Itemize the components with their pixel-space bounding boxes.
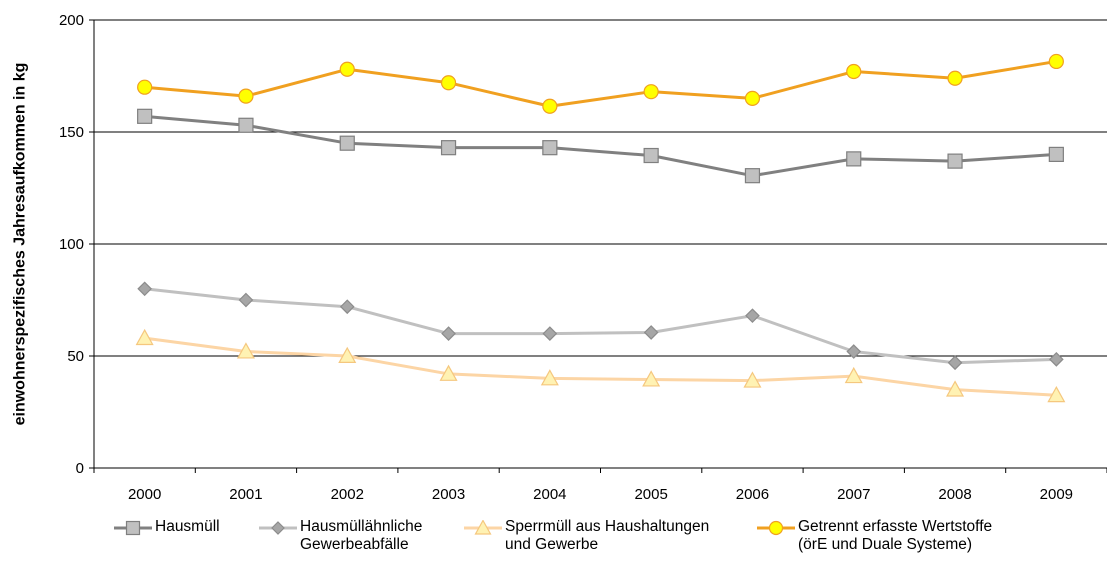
data-point xyxy=(339,299,355,315)
x-tick-label: 2001 xyxy=(229,486,262,503)
legend-label: Hausmüllähnliche Gewerbeabfälle xyxy=(300,518,423,553)
data-point xyxy=(1048,53,1064,70)
x-tick-label: 2006 xyxy=(736,486,769,503)
legend: Hausmüll Hausmüllähnliche Gewerbeabfälle S… xyxy=(0,518,1107,562)
series-4 xyxy=(137,53,1064,114)
series-2 xyxy=(137,281,1064,371)
x-tick-label: 2008 xyxy=(938,486,971,503)
series-line xyxy=(144,59,1057,108)
data-point xyxy=(846,63,862,80)
legend-marker xyxy=(768,520,784,536)
series-1 xyxy=(137,108,1064,184)
legend-item: Sperrmüll aus Haushaltungen und Gewerbe xyxy=(463,518,709,554)
legend-swatch xyxy=(114,520,152,536)
data-point xyxy=(643,325,659,340)
y-tick-label: 100 xyxy=(59,236,84,253)
x-tick-label: 2000 xyxy=(128,486,161,503)
y-tick-labels: 0 50 100 150 200 xyxy=(59,12,84,477)
data-point xyxy=(441,326,456,341)
data-point xyxy=(542,326,558,341)
legend-marker xyxy=(125,520,141,536)
data-point xyxy=(642,370,661,387)
data-point xyxy=(643,84,659,100)
data-point xyxy=(542,140,558,156)
x-tick-label: 2005 xyxy=(634,486,667,503)
legend-item: Hausmüll xyxy=(113,518,220,536)
series-3 xyxy=(135,328,1066,403)
y-tick-label: 150 xyxy=(59,124,84,141)
data-point xyxy=(236,342,255,359)
data-point xyxy=(1048,146,1064,162)
data-point xyxy=(946,380,965,397)
data-point xyxy=(643,147,659,164)
data-point xyxy=(137,281,152,297)
data-point xyxy=(137,108,153,124)
data-point xyxy=(947,70,963,86)
y-tick-label: 200 xyxy=(59,12,84,29)
data-point xyxy=(745,308,760,324)
data-point xyxy=(238,117,254,133)
series-group xyxy=(135,53,1066,403)
gridlines xyxy=(94,19,1107,357)
axes xyxy=(89,19,1107,473)
legend-swatch xyxy=(464,520,502,535)
data-point xyxy=(846,151,862,167)
data-point xyxy=(135,328,154,346)
data-point xyxy=(1049,352,1064,367)
data-point xyxy=(339,61,355,77)
series-line xyxy=(144,336,1057,397)
data-point xyxy=(947,153,963,169)
data-point xyxy=(1047,385,1066,403)
data-point xyxy=(238,88,254,104)
legend-item: Getrennt erfasste Wertstoffe (örE und Du… xyxy=(756,518,992,554)
data-point xyxy=(339,135,355,151)
series-line xyxy=(144,287,1057,365)
legend-label: Getrennt erfasste Wertstoffe (örE und Du… xyxy=(798,518,993,553)
data-point xyxy=(744,90,761,107)
x-tick-label: 2004 xyxy=(533,486,566,503)
data-point xyxy=(743,371,762,388)
data-point xyxy=(744,168,761,184)
data-point xyxy=(540,369,559,386)
data-point xyxy=(137,79,153,95)
legend-marker xyxy=(474,520,492,535)
legend-label: Sperrmüll aus Haushaltungen und Gewerbe xyxy=(505,518,710,553)
data-point xyxy=(439,364,458,381)
data-point xyxy=(440,75,457,91)
y-tick-label: 0 xyxy=(76,460,84,477)
legend-swatch xyxy=(757,520,795,536)
legend-label: Hausmüll xyxy=(155,518,220,535)
x-tick-label: 2003 xyxy=(432,486,465,503)
x-tick-label: 2007 xyxy=(837,486,870,503)
data-point xyxy=(440,140,457,156)
legend-marker xyxy=(271,521,285,535)
y-axis-title: einwohnerspezifisches Jahresaufkommen in… xyxy=(11,62,28,426)
y-tick-label: 50 xyxy=(67,348,84,365)
data-point xyxy=(542,98,558,114)
series-line xyxy=(144,114,1057,178)
legend-swatch xyxy=(259,521,297,535)
x-tick-labels: 2000 2001 2002 2003 2004 2005 2006 2007 2008 2009 xyxy=(128,486,1073,503)
data-point xyxy=(947,355,963,371)
data-point xyxy=(844,366,863,384)
x-tick-label: 2009 xyxy=(1040,486,1073,503)
data-point xyxy=(338,346,357,363)
legend-item: Hausmüllähnliche Gewerbeabfälle xyxy=(258,518,422,554)
x-tick-label: 2002 xyxy=(331,486,364,503)
data-point xyxy=(238,292,254,308)
data-point xyxy=(846,344,862,359)
y-axis-title-wrap: einwohnerspezifisches Jahresaufkommen in… xyxy=(8,20,32,468)
